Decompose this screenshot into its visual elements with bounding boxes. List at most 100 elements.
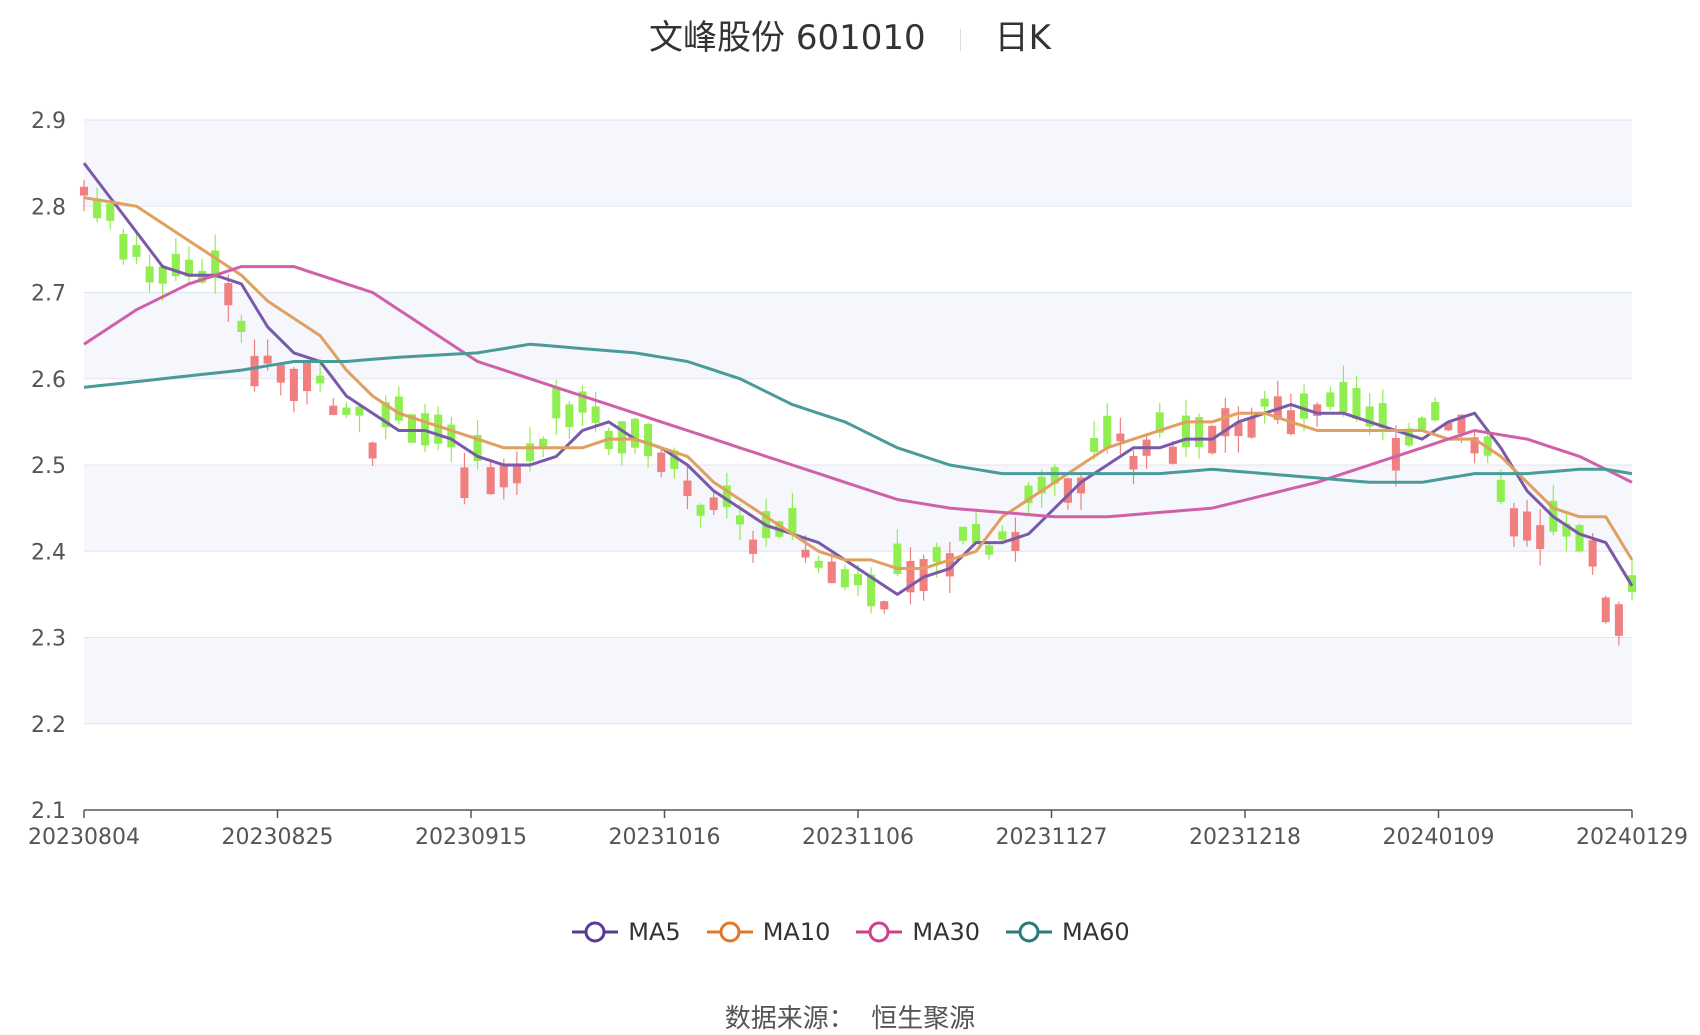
candle [1496,469,1505,505]
candle-body [1129,456,1138,470]
candle [552,379,561,436]
candle-body [696,504,705,516]
candle-body [998,531,1007,540]
candle-body [893,543,902,575]
candle [224,274,233,323]
candle-body [1562,523,1571,537]
candle-body [1339,382,1348,413]
candle [1523,499,1532,547]
x-tick-label: 20231106 [802,825,914,850]
candle-body [499,464,508,488]
x-tick-label: 20230804 [28,825,140,850]
candle-body [198,270,207,283]
candle [132,230,141,265]
candle-body [565,404,574,428]
candle [1575,523,1584,553]
candle-body [1116,433,1125,442]
candle-body [407,414,416,443]
candle-body [945,553,954,577]
candle [1286,393,1295,436]
candle [421,403,430,453]
candle-body [1614,604,1623,636]
candle-body [722,485,731,508]
candle [316,358,325,392]
candle-body [801,549,810,558]
candle-body [289,368,298,402]
candle-body [342,407,351,415]
candle-body [552,387,561,419]
candle-body [1300,393,1309,419]
candle-body [670,450,679,469]
candle-body [1195,416,1204,448]
legend-item-ma10[interactable]: MA10 [705,918,830,946]
candle-body [1444,422,1453,431]
candle-body [709,497,718,511]
candle [1339,365,1348,417]
candle-body [1457,414,1466,434]
candle [342,402,351,418]
candle [119,228,128,265]
candle-body [394,396,403,421]
candle [1221,397,1230,453]
x-tick-label: 20231218 [1189,825,1301,850]
candle-body [158,266,167,284]
candle-body [486,467,495,495]
source-label: 数据来源： [724,1004,855,1034]
candle-body [591,406,600,423]
legend-item-ma60[interactable]: MA60 [1004,918,1130,946]
candle-body [827,561,836,584]
x-tick-label: 20230915 [415,825,527,850]
legend-marker-icon [572,921,619,943]
y-tick-label: 2.2 [31,713,66,738]
candle-body [958,526,967,541]
candle-body [1431,402,1440,421]
candle-body [788,507,797,533]
candle [434,406,443,451]
candle [1090,421,1099,460]
legend-marker-icon [856,921,903,943]
candle [302,359,312,405]
candle-body [79,186,89,196]
candle-body [512,466,521,484]
candle [696,503,705,528]
candle-body [355,406,364,416]
candle-body [460,467,469,498]
legend: MA5 MA10 MA30 MA60 [0,918,1700,951]
candle-body [1260,398,1269,407]
legend-item-ma30[interactable]: MA30 [854,918,980,946]
candles [79,179,1637,646]
candle [1470,429,1479,464]
candle [211,234,220,294]
candle-body [106,203,115,221]
y-axis: 2.9 2.8 2.7 2.6 2.5 2.4 2.3 2.2 2.1 [31,109,66,824]
candle-body [473,435,482,462]
candle-body [93,198,102,219]
candle-body [263,355,272,364]
candle-body [1404,428,1414,446]
candle [329,398,338,416]
stock-name: 文峰股份 601010 [649,18,926,58]
candle-body [302,362,312,392]
candle [394,386,403,425]
x-tick-label: 20231016 [609,825,721,850]
candle [1050,464,1059,497]
candle [1536,509,1545,566]
candle [79,179,89,212]
candle [1601,595,1610,624]
candle-body [1418,417,1427,430]
candle-body [840,569,849,588]
candle-body [1234,422,1243,436]
y-tick-label: 2.1 [31,799,66,824]
candle [355,404,364,433]
candle [814,555,823,573]
legend-item-ma5[interactable]: MA5 [570,918,681,946]
candle [867,567,876,614]
plot-bands [84,120,1632,724]
candle [237,314,246,343]
candle [1588,532,1597,575]
candle-body [184,259,193,277]
candle-body [617,421,626,454]
candle [145,254,154,293]
candle-body [1103,415,1112,448]
candle [1326,386,1335,411]
